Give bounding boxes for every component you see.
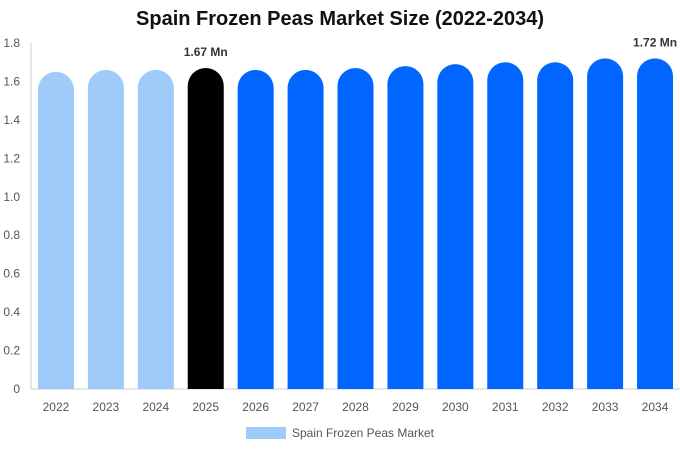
bar-2030 xyxy=(437,64,474,390)
x-tick-label: 2032 xyxy=(542,400,569,414)
x-tick-label: 2034 xyxy=(642,400,669,414)
legend-label: Spain Frozen Peas Market xyxy=(291,426,435,440)
data-label-2025: 1.67 Mn xyxy=(184,45,228,59)
x-tick-label: 2027 xyxy=(292,400,319,414)
x-tick-label: 2030 xyxy=(442,400,469,414)
y-tick-label: 0.2 xyxy=(3,344,20,358)
data-label-2034: 1.72 Mn xyxy=(633,35,677,49)
legend-swatch xyxy=(245,427,286,439)
y-tick-label: 1.6 xyxy=(3,74,20,88)
y-tick-label: 1.2 xyxy=(3,151,20,165)
y-tick-label: 0 xyxy=(13,382,20,396)
bar-2022 xyxy=(37,71,74,389)
y-tick-label: 1.4 xyxy=(3,113,20,127)
x-tick-label: 2031 xyxy=(492,400,519,414)
bar-2025 xyxy=(187,67,224,389)
chart-title: Spain Frozen Peas Market Size (2022-2034… xyxy=(136,8,544,30)
bar-2028 xyxy=(337,67,374,389)
y-tick-label: 0.6 xyxy=(3,267,20,281)
bar-2034 xyxy=(637,58,674,389)
x-tick-label: 2022 xyxy=(43,400,70,414)
bar-2026 xyxy=(237,69,274,390)
chart-plot: 0 0.2 0.4 0.6 0.8 1.0 1.2 1.4 1.6 1.8 2022 2023 2024… xyxy=(3,35,680,414)
x-tick-label: 2024 xyxy=(142,400,169,414)
legend: Spain Frozen Peas Market xyxy=(0,426,680,440)
bar-2027 xyxy=(287,69,324,390)
y-tick-label: 1.0 xyxy=(3,190,20,204)
y-tick-label: 0.4 xyxy=(3,305,20,319)
x-tick-label: 2028 xyxy=(342,400,369,414)
bar-2031 xyxy=(487,62,524,389)
x-tick-label: 2025 xyxy=(192,400,219,414)
bar-2024 xyxy=(137,69,174,390)
y-tick-label: 1.8 xyxy=(3,36,20,50)
bar-2023 xyxy=(87,69,124,390)
bar-2033 xyxy=(587,58,624,389)
x-tick-label: 2033 xyxy=(592,400,619,414)
x-tick-label: 2029 xyxy=(392,400,419,414)
y-tick-label: 0.8 xyxy=(3,228,20,242)
bar-2032 xyxy=(537,62,574,389)
bar-2029 xyxy=(387,66,424,389)
x-tick-label: 2026 xyxy=(242,400,269,414)
x-tick-label: 2023 xyxy=(93,400,120,414)
